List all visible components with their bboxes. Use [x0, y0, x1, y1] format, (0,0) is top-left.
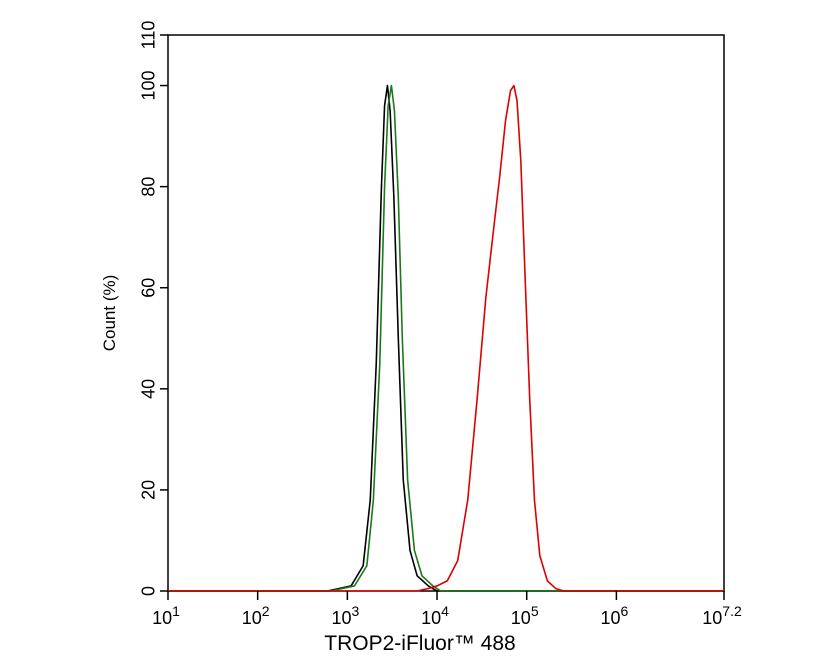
y-tick-label: 40: [138, 379, 158, 399]
x-tick-label: 107.2: [702, 603, 742, 628]
y-tick-label: 110: [138, 21, 158, 50]
series-line-1: [168, 84, 724, 592]
series-line-3: [168, 84, 724, 592]
y-axis-label: Count (%): [100, 275, 119, 352]
y-axis: 0 20 40 60 80 100 110: [138, 21, 168, 596]
y-tick-label: 60: [138, 278, 158, 298]
x-tick-label: 103: [331, 603, 359, 628]
series-line-2: [168, 84, 724, 592]
x-axis-label: TROP2-iFluor™ 488: [324, 632, 515, 655]
y-tick-label: 0: [138, 586, 158, 596]
x-tick-label: 102: [242, 603, 270, 628]
y-tick-label: 100: [138, 71, 158, 101]
x-tick-label: 101: [152, 603, 180, 628]
plot-area: [167, 34, 725, 592]
series-layer: [168, 84, 724, 592]
x-tick-label: 105: [511, 603, 539, 628]
x-axis: 101 102 103 104 105 106 107.2: [152, 591, 742, 628]
x-tick-label: 106: [600, 603, 628, 628]
y-tick-label: 80: [138, 177, 158, 197]
x-tick-label: 104: [421, 603, 449, 628]
y-tick-label: 20: [138, 480, 158, 500]
